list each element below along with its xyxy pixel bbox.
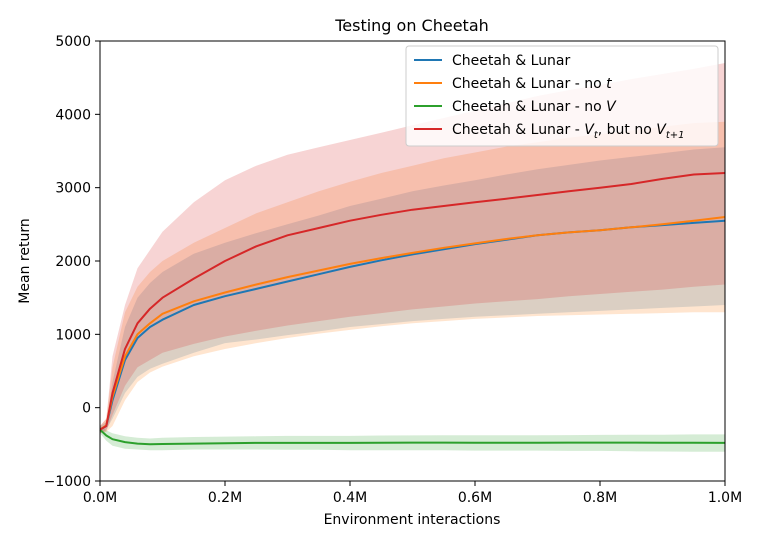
y-tick-label: 5000 bbox=[55, 34, 91, 50]
legend-label-4: Cheetah & Lunar - Vt, but no Vt+1 bbox=[452, 122, 684, 141]
confidence-bands bbox=[100, 63, 725, 452]
x-tick-label: 0.0M bbox=[83, 490, 117, 506]
y-tick-label: 2000 bbox=[55, 254, 91, 270]
x-tick-label: 0.8M bbox=[583, 490, 617, 506]
y-tick-label: 1000 bbox=[55, 327, 91, 343]
x-axis-label: Environment interactions bbox=[324, 512, 501, 528]
series-lines bbox=[99, 172, 726, 446]
x-tick-label: 0.6M bbox=[458, 490, 492, 506]
legend-label-2: Cheetah & Lunar - no t bbox=[452, 76, 612, 92]
y-axis-label: Mean return bbox=[17, 218, 33, 303]
y-tick-label: 4000 bbox=[55, 107, 91, 123]
y-axis: −1000 0 1000 2000 3000 4000 5000 bbox=[44, 34, 100, 490]
y-tick-label: −1000 bbox=[44, 474, 91, 490]
band-series-1 bbox=[100, 147, 725, 434]
x-tick-label: 1.0M bbox=[708, 490, 742, 506]
band-series-3 bbox=[100, 426, 725, 452]
legend-label-3: Cheetah & Lunar - no V bbox=[452, 99, 617, 115]
x-tick-label: 0.4M bbox=[333, 490, 367, 506]
x-axis: 0.0M 0.2M 0.4M 0.6M 0.8M 1.0M bbox=[83, 481, 742, 506]
line-series-2 bbox=[99, 216, 726, 431]
line-series-4 bbox=[99, 172, 726, 431]
band-series-4 bbox=[100, 63, 725, 434]
legend: Cheetah & Lunar Cheetah & Lunar - no t Che… bbox=[405, 45, 719, 147]
line-series-3 bbox=[99, 428, 726, 446]
x-tick-label: 0.2M bbox=[208, 490, 242, 506]
y-tick-label: 0 bbox=[82, 401, 91, 417]
chart-title: Testing on Cheetah bbox=[334, 16, 489, 35]
y-tick-label: 3000 bbox=[55, 181, 91, 197]
band-series-2 bbox=[100, 121, 725, 434]
legend-box bbox=[405, 45, 719, 147]
legend-label-1: Cheetah & Lunar bbox=[452, 53, 571, 69]
